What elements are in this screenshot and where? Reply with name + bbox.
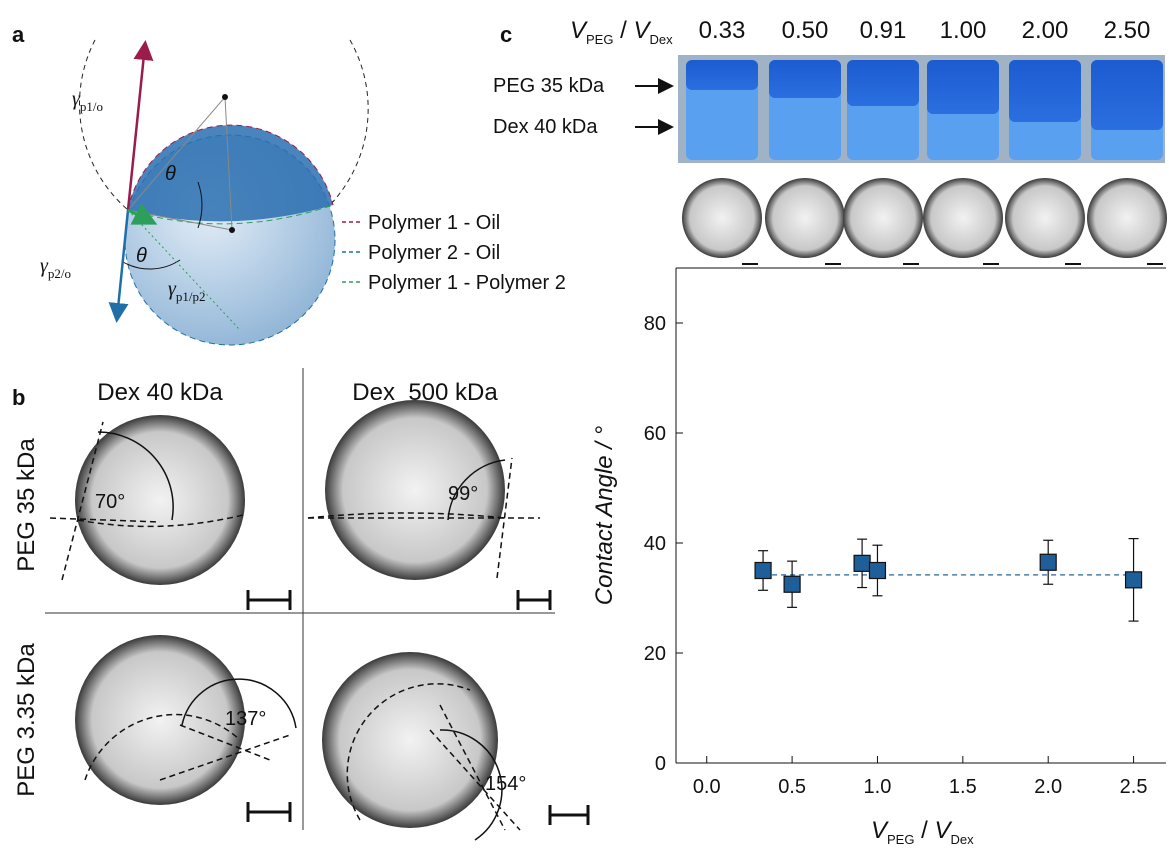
angle-label: 137° xyxy=(225,708,266,730)
ratio: 1.00 xyxy=(940,17,987,44)
phase-label: Dex 40 kDa xyxy=(493,116,598,138)
micrographs xyxy=(50,400,540,830)
marker xyxy=(784,576,800,592)
vial-top-phase xyxy=(686,60,758,90)
panel-label: a xyxy=(12,22,25,47)
ratio: 0.91 xyxy=(860,17,907,44)
sep: / xyxy=(613,17,633,44)
figure: a b c θ θ γp1/o γp2/o γp1/p2 Polymer 1 -… xyxy=(0,0,1169,852)
sub: Dex xyxy=(650,32,674,47)
x-label-part: / xyxy=(914,817,934,844)
gamma-label: γp2/o xyxy=(40,255,71,281)
column-header: Dex 40 kDa xyxy=(97,379,223,406)
marker xyxy=(755,563,771,579)
x-tick-label: 1.0 xyxy=(864,776,892,798)
ratio-label: VPEG / VDex xyxy=(570,17,673,47)
sub: PEG xyxy=(586,32,613,47)
x-label-part: Dex xyxy=(951,832,975,847)
x-tick-label: 0.0 xyxy=(693,776,721,798)
x-tick-label: 2.5 xyxy=(1120,776,1148,798)
x-tick-label: 2.0 xyxy=(1034,776,1062,798)
gamma-label: γp1/o xyxy=(72,88,103,114)
marker xyxy=(869,563,885,579)
theta: θ xyxy=(136,245,147,267)
droplet xyxy=(1005,178,1085,258)
ratio: 0.50 xyxy=(782,17,829,44)
theta: θ xyxy=(165,163,176,185)
ratio: 0.33 xyxy=(699,17,746,44)
y-axis-label: Contact Angle / ° xyxy=(591,425,618,605)
y-tick-label: 20 xyxy=(644,643,666,665)
x-label-part: PEG xyxy=(887,832,914,847)
panel-label: c xyxy=(500,22,512,47)
angle-label: 70° xyxy=(95,491,125,513)
row-header: PEG 35 kDa xyxy=(13,438,40,572)
angle-label: 154° xyxy=(485,773,526,795)
vial-top-phase xyxy=(1091,60,1163,130)
x-tick-label: 0.5 xyxy=(778,776,806,798)
gamma-sub: p1/p2 xyxy=(176,289,206,304)
gamma-sub: p1/o xyxy=(80,99,103,114)
chart: 0 20 40 60 80 0.0 0.5 1.0 1.5 2.0 2.5 Contact Angle… xyxy=(591,268,1166,847)
droplet xyxy=(765,178,845,258)
row-header: PEG 3.35 kDa xyxy=(13,643,40,797)
y-tick-label: 0 xyxy=(655,753,666,775)
legend: Polymer 1 - Oil Polymer 2 - Oil Polymer 1 … xyxy=(342,212,566,294)
legend-label: Polymer 1 - Polymer 2 xyxy=(368,272,566,294)
x-tick-label: 1.5 xyxy=(949,776,977,798)
vial-top-phase xyxy=(769,60,841,98)
ratio: 2.50 xyxy=(1104,17,1151,44)
gamma-sub: p2/o xyxy=(48,266,71,281)
marker xyxy=(1040,554,1056,570)
vial-top-phase xyxy=(1009,60,1081,122)
droplet xyxy=(1087,178,1167,258)
droplet xyxy=(682,178,762,258)
x-axis-label: VPEG / VDex xyxy=(871,817,974,847)
schematic xyxy=(79,40,368,345)
y-tick-label: 80 xyxy=(644,313,666,335)
marker xyxy=(854,555,870,571)
y-tick-label: 60 xyxy=(644,423,666,445)
vial-top-phase xyxy=(847,60,919,106)
droplet xyxy=(843,178,923,258)
panel-label: b xyxy=(12,385,25,410)
vial-top-phase xyxy=(927,60,999,114)
droplet xyxy=(923,178,1003,258)
marker xyxy=(1126,572,1142,588)
angle-label: 99° xyxy=(448,483,478,505)
phase-label: PEG 35 kDa xyxy=(493,75,605,97)
page: a b c θ θ γp1/o γp2/o γp1/p2 Polymer 1 -… xyxy=(0,0,1169,852)
ratio: 2.00 xyxy=(1022,17,1069,44)
y-tick-label: 40 xyxy=(644,533,666,555)
legend-label: Polymer 1 - Oil xyxy=(368,212,500,234)
legend-label: Polymer 2 - Oil xyxy=(368,242,500,264)
